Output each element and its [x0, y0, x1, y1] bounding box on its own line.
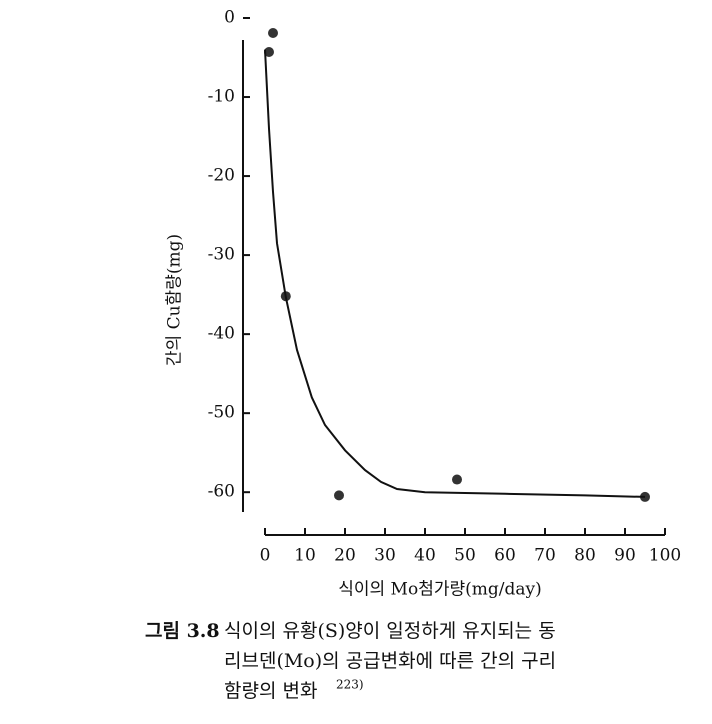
- point: [452, 474, 462, 485]
- point: [268, 28, 278, 39]
- x-tick-label: 20: [334, 546, 356, 566]
- y-tick-label: -60: [208, 482, 235, 502]
- fit-curve: [264, 49, 646, 498]
- y-tick-label: -30: [208, 245, 235, 265]
- y-tick-label: -20: [208, 166, 235, 186]
- x-tick-label: 40: [414, 546, 436, 566]
- y-tick-label: -50: [208, 403, 235, 423]
- x-tick-label: 90: [614, 546, 636, 566]
- caption-line: 함량의 변화: [224, 680, 317, 702]
- x-tick-label: 80: [574, 546, 596, 566]
- y-tick-label: -10: [208, 87, 235, 107]
- caption-line: 리브덴(Mo)의 공급변화에 따른 간의 구리: [224, 650, 556, 672]
- x-tick-label: 0: [260, 546, 271, 566]
- point: [334, 490, 344, 501]
- y-axis-label: 간의 Cu함량(mg): [165, 234, 185, 366]
- x-tick-label: 30: [374, 546, 396, 566]
- point: [264, 46, 274, 57]
- caption-line: 식이의 유황(S)양이 일정하게 유지되는 동: [224, 620, 556, 642]
- x-tick-label: 10: [294, 546, 316, 566]
- y-tick-label: -40: [208, 324, 235, 344]
- x-tick-label: 60: [494, 546, 516, 566]
- x-tick-label: 100: [649, 546, 681, 566]
- caption-ref: 223): [336, 678, 364, 692]
- x-axis-label: 식이의 Mo첨가량(mg/day): [338, 580, 542, 600]
- caption-label: 그림 3.8: [145, 620, 220, 642]
- x-tick-label: 50: [454, 546, 476, 566]
- y-tick-label: 0: [224, 8, 235, 28]
- x-tick-label: 70: [534, 546, 556, 566]
